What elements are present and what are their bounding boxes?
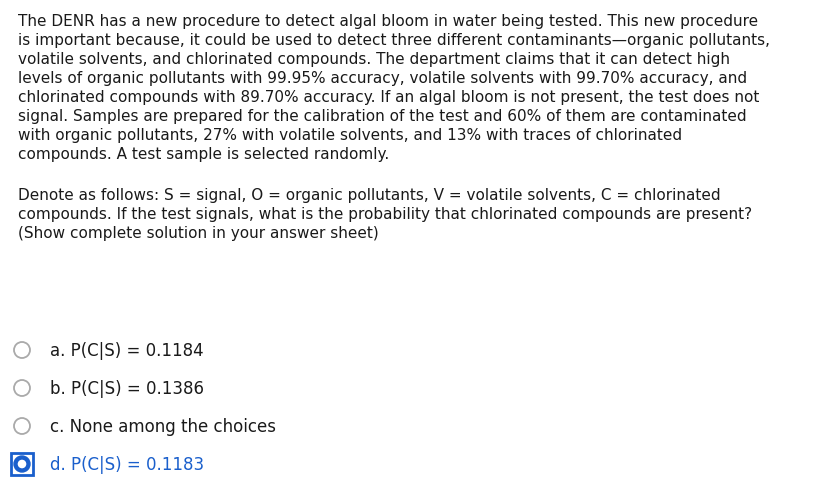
Text: c. None among the choices: c. None among the choices [50, 418, 276, 436]
Text: with organic pollutants, 27% with volatile solvents, and 13% with traces of chlo: with organic pollutants, 27% with volati… [18, 128, 682, 143]
Text: Denote as follows: S = signal, O = organic pollutants, V = volatile solvents, C : Denote as follows: S = signal, O = organ… [18, 188, 721, 203]
Text: compounds. If the test signals, what is the probability that chlorinated compoun: compounds. If the test signals, what is … [18, 207, 752, 222]
Text: (Show complete solution in your answer sheet): (Show complete solution in your answer s… [18, 226, 378, 241]
Text: is important because, it could be used to detect three different contaminants—or: is important because, it could be used t… [18, 33, 770, 48]
Text: b. P(C|S) = 0.1386: b. P(C|S) = 0.1386 [50, 380, 204, 398]
FancyBboxPatch shape [11, 453, 33, 475]
Text: d. P(C|S) = 0.1183: d. P(C|S) = 0.1183 [50, 456, 204, 474]
Text: compounds. A test sample is selected randomly.: compounds. A test sample is selected ran… [18, 147, 389, 162]
Text: volatile solvents, and chlorinated compounds. The department claims that it can : volatile solvents, and chlorinated compo… [18, 52, 730, 67]
Circle shape [18, 460, 25, 467]
Text: The DENR has a new procedure to detect algal bloom in water being tested. This n: The DENR has a new procedure to detect a… [18, 14, 758, 29]
Text: a. P(C|S) = 0.1184: a. P(C|S) = 0.1184 [50, 342, 204, 360]
Text: signal. Samples are prepared for the calibration of the test and 60% of them are: signal. Samples are prepared for the cal… [18, 109, 746, 124]
Text: levels of organic pollutants with 99.95% accuracy, volatile solvents with 99.70%: levels of organic pollutants with 99.95%… [18, 71, 747, 86]
Circle shape [14, 456, 30, 472]
Text: chlorinated compounds with 89.70% accuracy. If an algal bloom is not present, th: chlorinated compounds with 89.70% accura… [18, 90, 759, 105]
